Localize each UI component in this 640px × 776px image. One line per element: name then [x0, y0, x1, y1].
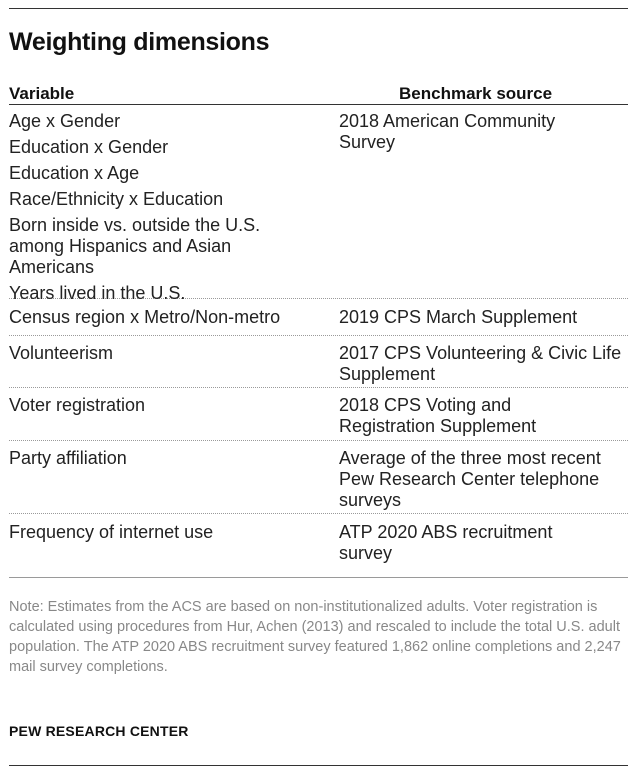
weighting-table: Age x Gender Education x Gender Educatio… [9, 107, 628, 572]
source-cell: 2019 CPS March Supplement [339, 307, 628, 328]
variable-text: Education x Age [9, 163, 140, 183]
variable-text: Volunteerism [9, 343, 114, 363]
variable-text: Census region x Metro/Non-metro [9, 307, 281, 327]
benchmark-source-column-header: Benchmark source [399, 84, 553, 103]
source-cell: Average of the three most recent Pew Res… [339, 448, 628, 511]
source-text: Average of the three most recent Pew Res… [339, 448, 601, 510]
variable-text: Years lived in the U.S. [9, 283, 186, 303]
note-rule [9, 577, 628, 578]
bottom-rule [9, 765, 628, 766]
variable-cell: Volunteerism [9, 343, 329, 364]
variable-text: Voter registration [9, 395, 146, 415]
variable-cell: Voter registration [9, 395, 329, 416]
variable-cell: Age x Gender Education x Gender Educatio… [9, 111, 329, 309]
source-text: ATP 2020 ABS recruitment survey [339, 522, 553, 563]
footnote: Note: Estimates from the ACS are based o… [9, 599, 621, 675]
variable-cell: Frequency of internet use [9, 522, 329, 543]
variable-text: Born inside vs. outside the U.S. among H… [9, 215, 261, 277]
variable-text: Frequency of internet use [9, 522, 214, 542]
source-text: 2018 CPS Voting and Registration Supplem… [339, 395, 537, 436]
page-title: Weighting dimensions [9, 28, 270, 56]
source-cell: ATP 2020 ABS recruitment survey [339, 522, 628, 564]
source-text: 2017 CPS Volunteering & Civic Life Suppl… [339, 343, 622, 384]
variable-cell: Party affiliation [9, 448, 329, 469]
source-text: 2019 CPS March Supplement [339, 307, 578, 327]
source-text: 2018 American Community Survey [339, 111, 556, 152]
table-row: Voter registration 2018 CPS Voting and R… [9, 388, 628, 441]
variable-text: Party affiliation [9, 448, 127, 468]
variable-column-header: Variable [9, 84, 75, 103]
variable-text: Education x Gender [9, 137, 169, 157]
source-cell: 2017 CPS Volunteering & Civic Life Suppl… [339, 343, 628, 385]
variable-text: Race/Ethnicity x Education [9, 189, 224, 209]
source-credit: PEW RESEARCH CENTER [9, 723, 189, 739]
table-row: Volunteerism 2017 CPS Volunteering & Civ… [9, 336, 628, 388]
table-row: Frequency of internet use ATP 2020 ABS r… [9, 514, 628, 572]
source-cell: 2018 American Community Survey [339, 111, 628, 153]
table-row: Census region x Metro/Non-metro 2019 CPS… [9, 299, 628, 336]
top-rule [9, 8, 628, 9]
variable-text: Age x Gender [9, 111, 121, 131]
source-cell: 2018 CPS Voting and Registration Supplem… [339, 395, 628, 437]
table-row: Party affiliation Average of the three m… [9, 441, 628, 514]
variable-cell: Census region x Metro/Non-metro [9, 307, 329, 328]
header-rule [9, 104, 628, 105]
table-row: Age x Gender Education x Gender Educatio… [9, 107, 628, 303]
